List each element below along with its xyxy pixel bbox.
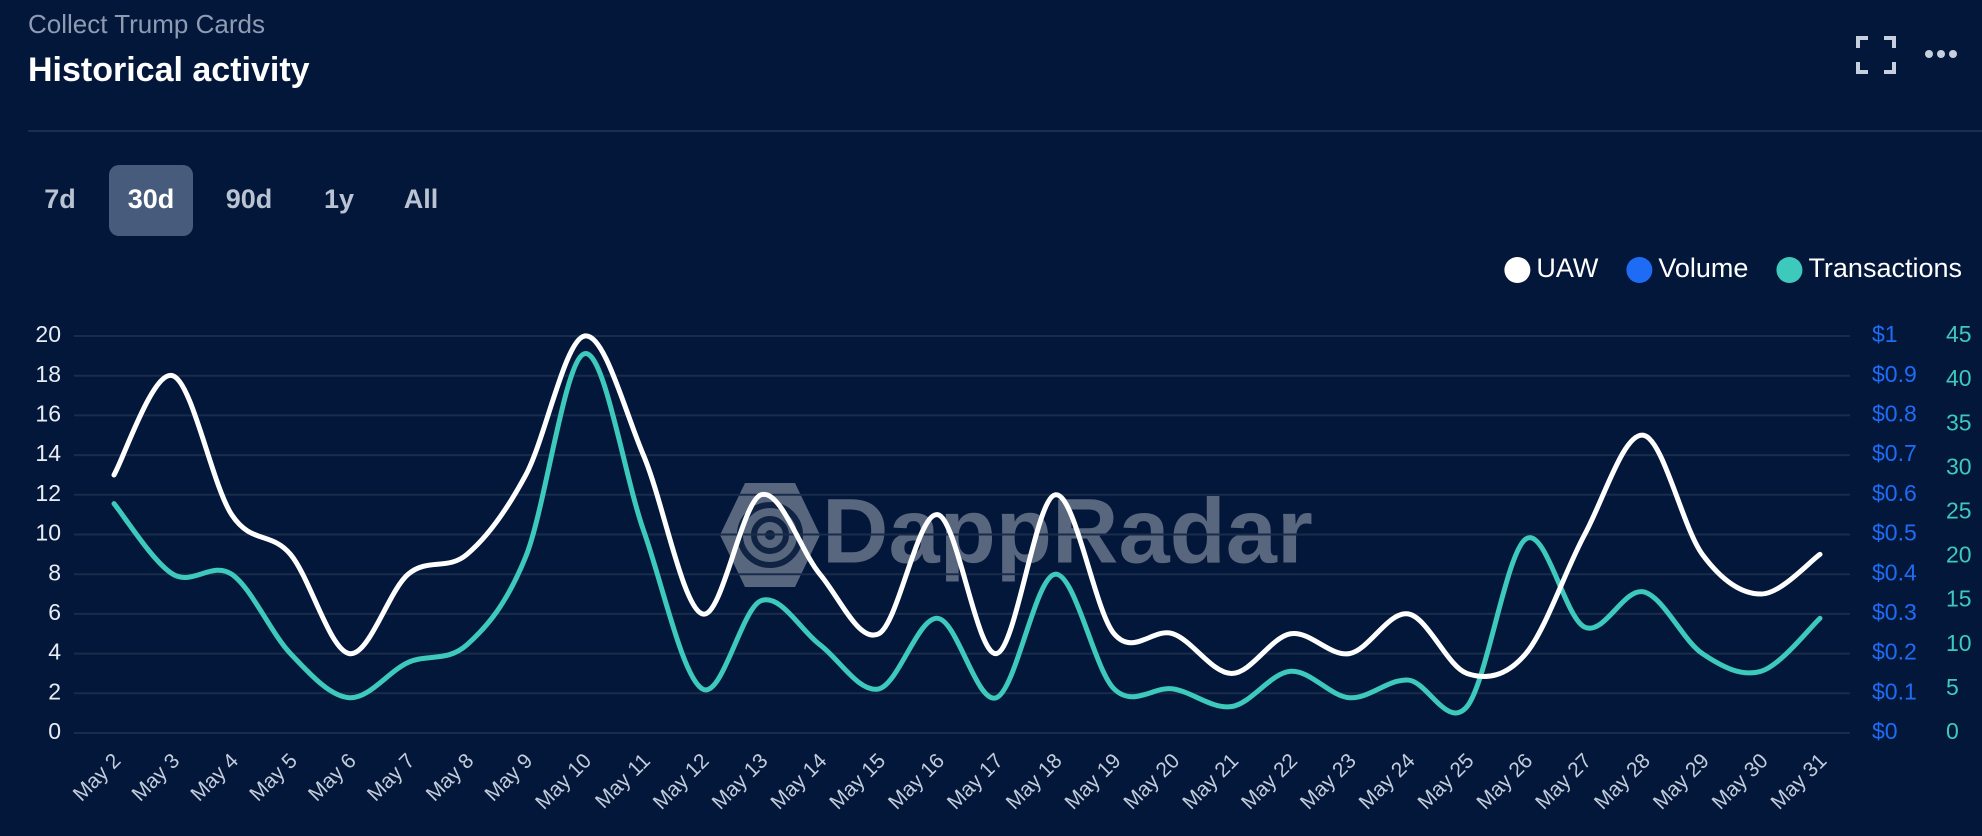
y3-tick-label: 15 [1946, 586, 1972, 612]
y-tick-label: 14 [35, 440, 61, 466]
y2-tick-label: $1 [1872, 321, 1898, 347]
y2-tick-label: $0.4 [1872, 559, 1917, 585]
y-tick-label: 2 [48, 678, 61, 704]
y-tick-label: 10 [35, 520, 61, 546]
y3-tick-label: 25 [1946, 498, 1972, 524]
y3-tick-label: 0 [1946, 718, 1959, 744]
legend-swatch [1776, 257, 1803, 283]
y3-tick-label: 35 [1946, 409, 1972, 435]
y2-tick-label: $0 [1872, 718, 1898, 744]
expand-icon[interactable] [1856, 36, 1896, 74]
card-title: Historical activity [28, 51, 310, 89]
range-button[interactable]: 1y [324, 184, 354, 214]
range-button[interactable]: 7d [44, 184, 76, 214]
y3-tick-label: 5 [1946, 674, 1959, 700]
y2-tick-label: $0.5 [1872, 520, 1917, 546]
y2-tick-label: $0.3 [1872, 599, 1917, 625]
legend-swatch [1626, 257, 1653, 283]
card-subtitle: Collect Trump Cards [28, 9, 265, 39]
range-button[interactable]: 90d [226, 184, 273, 214]
y3-tick-label: 45 [1946, 321, 1972, 347]
y-tick-label: 6 [48, 599, 61, 625]
y2-tick-label: $0.2 [1872, 639, 1917, 665]
y3-tick-label: 10 [1946, 630, 1972, 656]
y-tick-label: 0 [48, 718, 61, 744]
y3-tick-label: 30 [1946, 453, 1972, 479]
y-tick-label: 4 [48, 639, 61, 665]
series-line [111, 351, 1823, 716]
watermark-text: DappRadar [822, 480, 1313, 582]
legend-label[interactable]: UAW [1536, 253, 1599, 283]
y2-tick-label: $0.6 [1872, 480, 1917, 506]
y2-tick-label: $0.8 [1872, 400, 1917, 426]
y3-tick-label: 40 [1946, 365, 1972, 391]
y-tick-label: 20 [35, 321, 61, 347]
legend-label[interactable]: Volume [1658, 253, 1748, 283]
y-tick-label: 16 [35, 400, 61, 426]
range-button-active-bg [109, 165, 193, 236]
legend-label[interactable]: Transactions [1808, 253, 1962, 283]
y2-tick-label: $0.1 [1872, 678, 1917, 704]
y-tick-label: 12 [35, 480, 61, 506]
y2-tick-label: $0.9 [1872, 361, 1917, 387]
legend-swatch [1504, 257, 1531, 283]
y-tick-label: 8 [48, 559, 61, 585]
y3-tick-label: 20 [1946, 542, 1972, 568]
range-button[interactable]: 30d [128, 184, 175, 214]
series-line [111, 333, 1823, 679]
y-tick-label: 18 [35, 361, 61, 387]
more-icon[interactable] [1925, 50, 1957, 58]
range-button[interactable]: All [404, 184, 439, 214]
watermark: DappRadar [720, 480, 1313, 587]
y2-tick-label: $0.7 [1872, 440, 1917, 466]
